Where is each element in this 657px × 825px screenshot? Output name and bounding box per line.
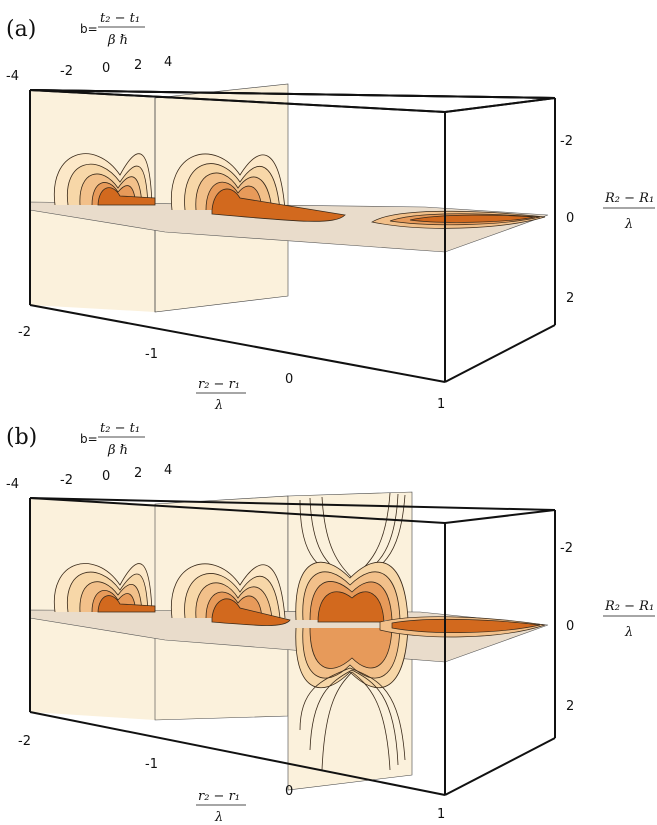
- svg-text:R₂ − R₁: R₂ − R₁: [604, 599, 654, 614]
- b-axis-ticks-a: -4 -2 0 2 4: [6, 55, 172, 84]
- contour-b-3: [295, 492, 409, 771]
- svg-text:0: 0: [285, 372, 293, 387]
- y-axis-ticks-b: -2 0 2: [560, 541, 574, 714]
- x-axis-label-b: r₂ − r₁ λ: [196, 789, 246, 825]
- svg-text:β ℏ: β ℏ: [107, 443, 128, 458]
- b-axis-label-b: b= t₂ − t₁ β ℏ: [80, 421, 145, 458]
- svg-text:2: 2: [134, 466, 142, 481]
- svg-text:-4: -4: [6, 69, 19, 84]
- panel-b-label: (b): [6, 425, 37, 450]
- panel-a-label: (a): [6, 17, 36, 42]
- panel-a: (a): [6, 11, 655, 413]
- svg-text:λ: λ: [214, 810, 223, 825]
- contour-a-3: [371, 210, 546, 229]
- svg-text:-2: -2: [18, 734, 31, 749]
- svg-text:-2: -2: [560, 134, 573, 149]
- svg-text:0: 0: [566, 211, 574, 226]
- svg-text:1: 1: [437, 397, 445, 412]
- contour-b-2: [170, 563, 291, 626]
- svg-text:-2: -2: [560, 541, 573, 556]
- b-axis-ticks-b: -4 -2 0 2 4: [6, 463, 172, 492]
- contour-b-4: [379, 616, 546, 638]
- svg-text:0: 0: [566, 619, 574, 634]
- svg-text:2: 2: [134, 58, 142, 73]
- x-axis-ticks-a: -2 -1 0 1: [18, 325, 445, 412]
- svg-text:-2: -2: [60, 473, 73, 488]
- svg-text:0: 0: [285, 784, 293, 799]
- svg-text:r₂ − r₁: r₂ − r₁: [198, 789, 240, 804]
- svg-text:b=: b=: [80, 22, 98, 36]
- svg-text:-2: -2: [18, 325, 31, 340]
- svg-text:λ: λ: [624, 217, 633, 232]
- svg-text:4: 4: [164, 55, 172, 70]
- svg-text:0: 0: [102, 469, 110, 484]
- svg-text:-1: -1: [145, 757, 158, 772]
- contour-b-1: [53, 563, 156, 613]
- contour-a-1: [53, 153, 156, 206]
- svg-text:t₂ − t₁: t₂ − t₁: [100, 421, 140, 436]
- y-axis-label-b: R₂ − R₁ λ: [603, 599, 655, 640]
- svg-text:1: 1: [437, 807, 445, 822]
- svg-text:λ: λ: [214, 398, 223, 413]
- y-axis-label-a: R₂ − R₁ λ: [603, 191, 655, 232]
- svg-text:2: 2: [566, 291, 574, 306]
- y-axis-ticks-a: -2 0 2: [560, 134, 574, 306]
- contour-a-2: [170, 153, 346, 222]
- x-axis-ticks-b: -2 -1 0 1: [18, 734, 445, 822]
- frame-b: [29, 497, 556, 796]
- svg-text:2: 2: [566, 699, 574, 714]
- b-axis-label-a: b= t₂ − t₁ β ℏ: [80, 11, 145, 48]
- svg-text:4: 4: [164, 463, 172, 478]
- svg-text:r₂ − r₁: r₂ − r₁: [198, 377, 240, 392]
- svg-text:-1: -1: [145, 347, 158, 362]
- svg-text:0: 0: [102, 61, 110, 76]
- svg-text:b=: b=: [80, 432, 98, 446]
- x-axis-label-a: r₂ − r₁ λ: [196, 377, 246, 413]
- svg-text:t₂ − t₁: t₂ − t₁: [100, 11, 140, 26]
- svg-text:-2: -2: [60, 64, 73, 79]
- svg-text:-4: -4: [6, 477, 19, 492]
- svg-text:R₂ − R₁: R₂ − R₁: [604, 191, 654, 206]
- svg-text:β ℏ: β ℏ: [107, 33, 128, 48]
- svg-text:λ: λ: [624, 625, 633, 640]
- panel-b: (b): [6, 421, 655, 825]
